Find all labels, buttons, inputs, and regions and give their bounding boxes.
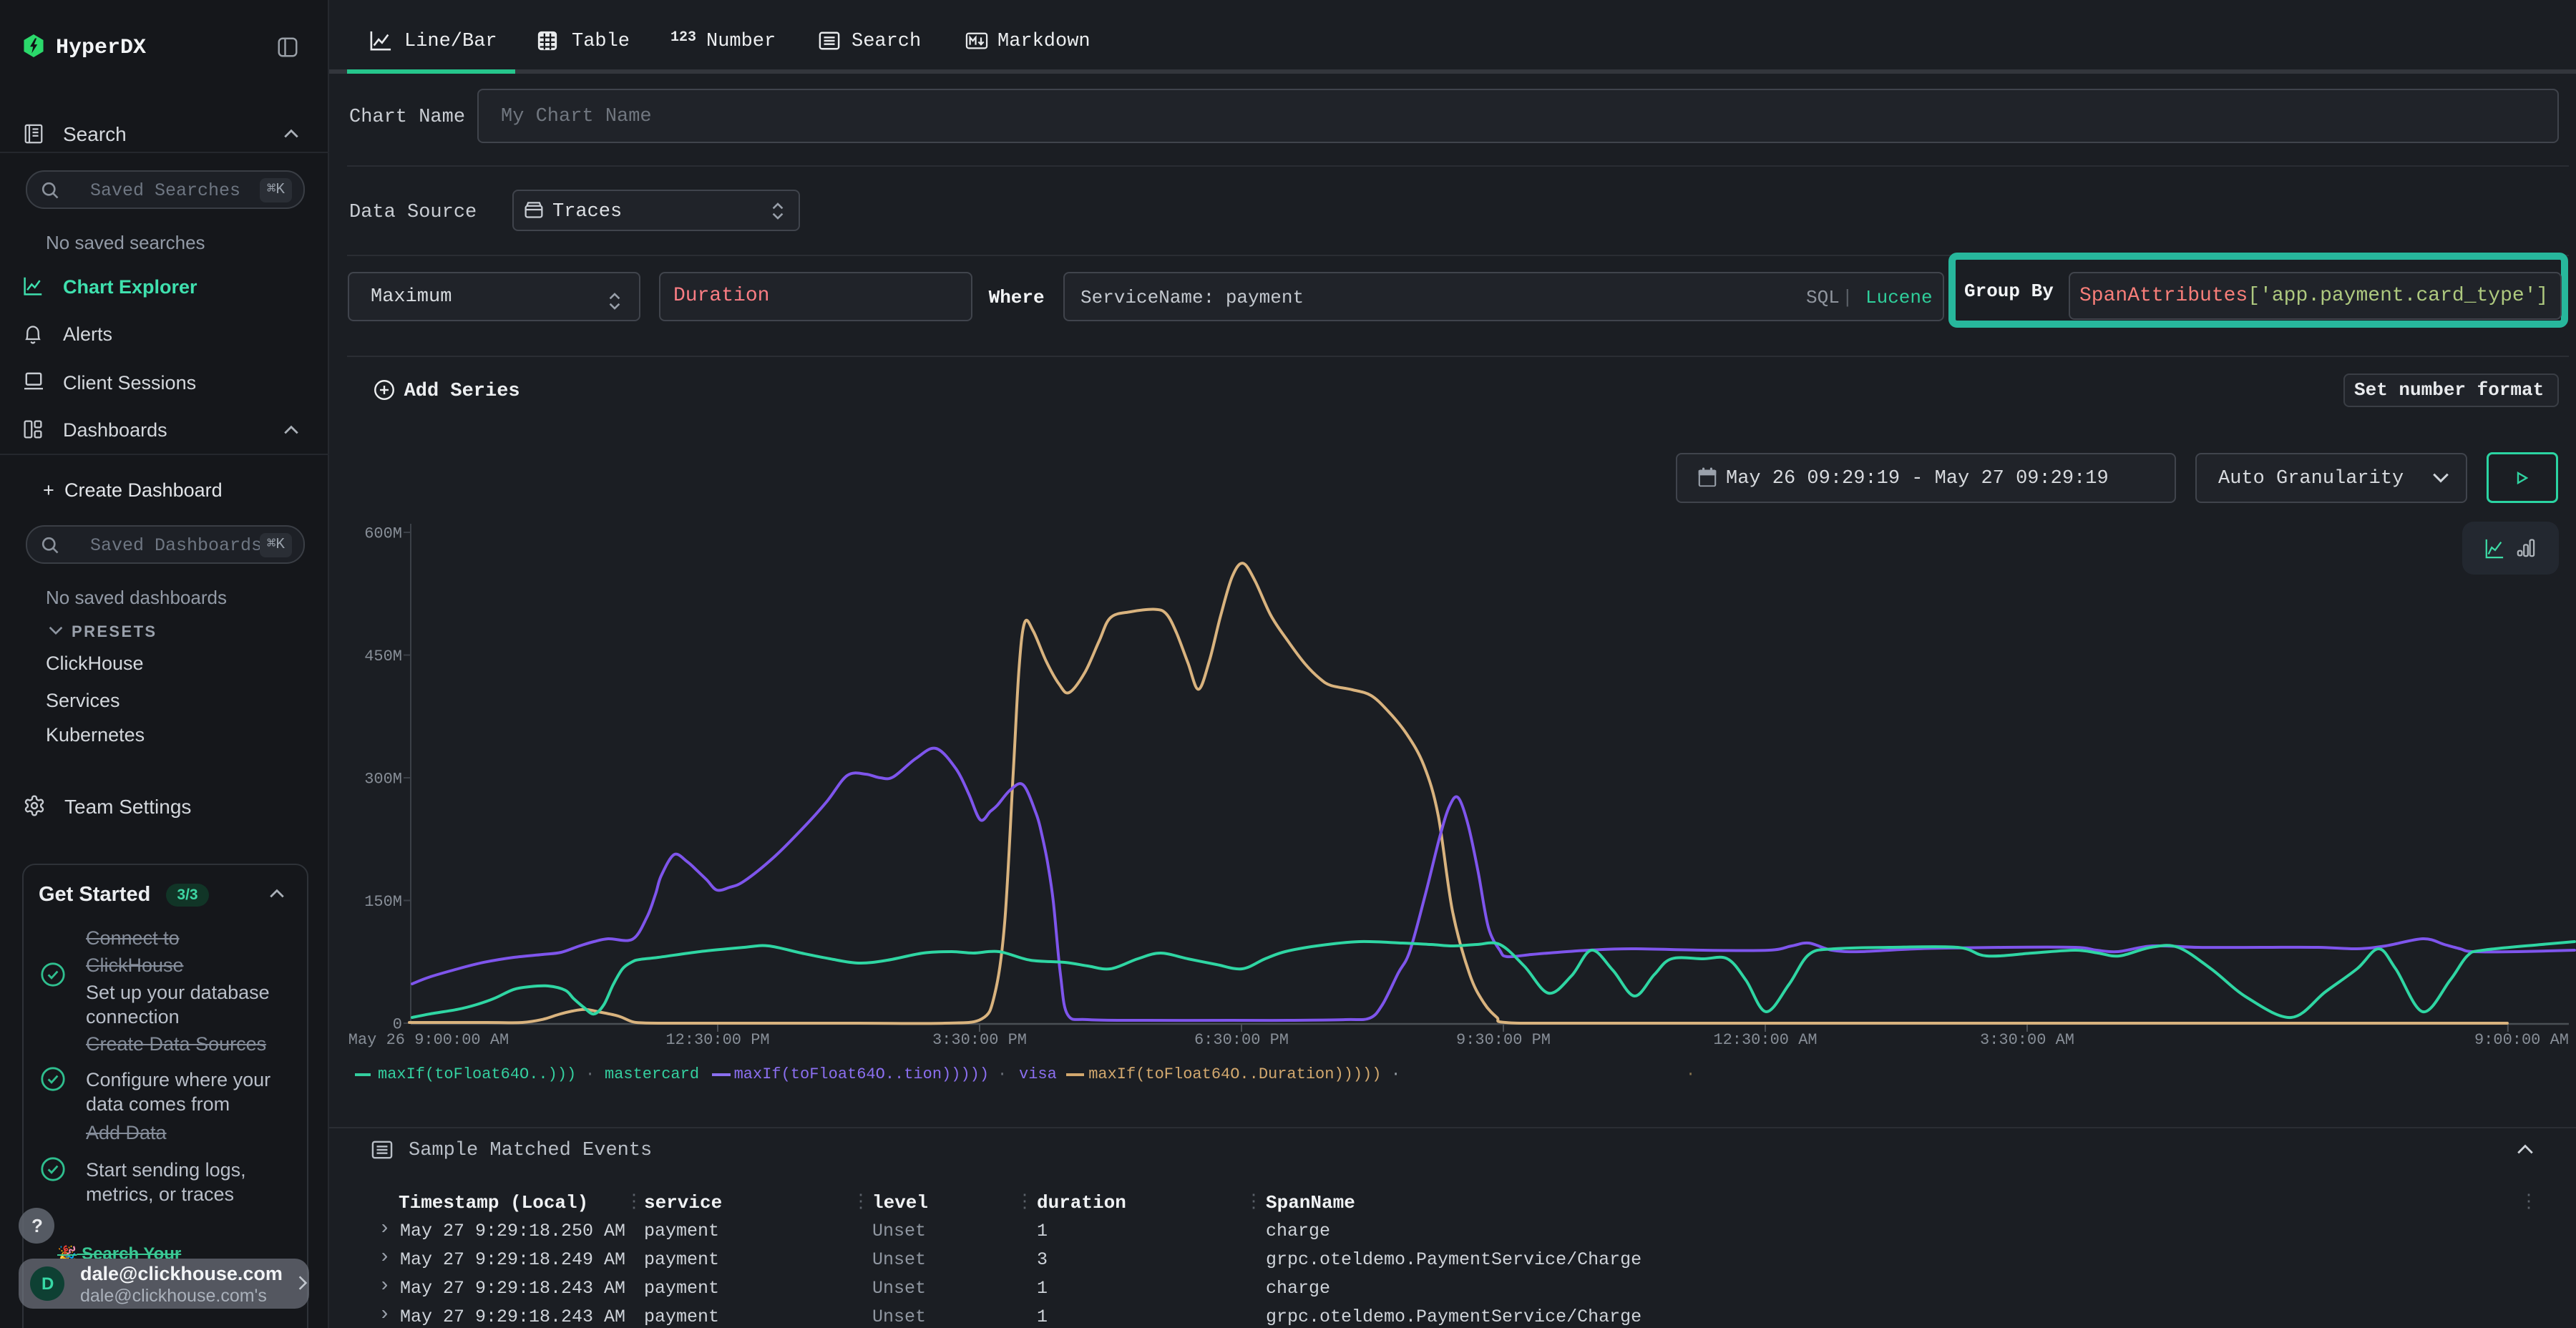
- svg-text:600M: 600M: [364, 525, 402, 543]
- svg-text:May 26 9:00:00 AM: May 26 9:00:00 AM: [348, 1031, 509, 1049]
- svg-text:6:30:00 PM: 6:30:00 PM: [1194, 1031, 1289, 1049]
- svg-text:150M: 150M: [364, 893, 402, 911]
- svg-text:9:30:00 PM: 9:30:00 PM: [1456, 1031, 1551, 1049]
- svg-text:0: 0: [393, 1016, 402, 1034]
- svg-text:9:00:00 AM: 9:00:00 AM: [2474, 1031, 2569, 1049]
- svg-text:300M: 300M: [364, 771, 402, 788]
- svg-text:12:30:00 AM: 12:30:00 AM: [1713, 1031, 1817, 1049]
- svg-text:3:30:00 PM: 3:30:00 PM: [932, 1031, 1027, 1049]
- svg-text:12:30:00 PM: 12:30:00 PM: [665, 1031, 769, 1049]
- svg-text:3:30:00 AM: 3:30:00 AM: [1980, 1031, 2074, 1049]
- svg-text:450M: 450M: [364, 648, 402, 665]
